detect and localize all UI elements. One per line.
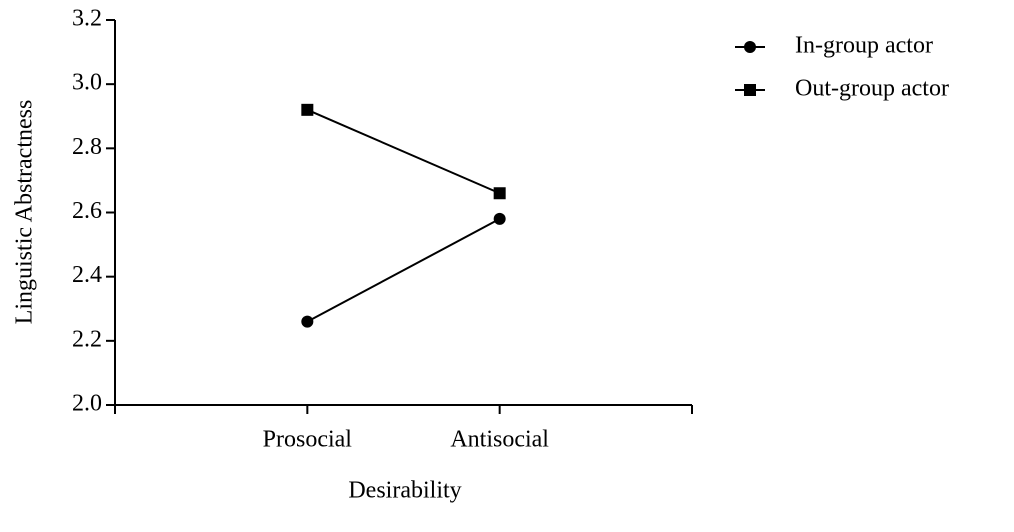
data-point xyxy=(301,103,314,116)
legend-label: Out-group actor xyxy=(795,76,949,102)
y-tick-label: 3.2 xyxy=(72,6,102,32)
legend-marker xyxy=(744,84,756,96)
y-tick-label: 2.2 xyxy=(72,326,102,352)
y-axis-label: Linguistic Abstractness xyxy=(12,100,38,325)
y-tick-label: 2.8 xyxy=(72,134,102,160)
y-tick-label: 2.6 xyxy=(72,198,102,224)
data-point xyxy=(493,187,506,200)
data-point xyxy=(301,315,314,328)
series-line xyxy=(306,108,501,195)
legend-marker xyxy=(744,41,756,53)
x-axis-label: Desirability xyxy=(348,478,461,504)
y-tick-label: 3.0 xyxy=(72,70,102,96)
x-tick-label: Prosocial xyxy=(263,427,353,453)
data-point xyxy=(493,212,506,225)
legend-label: In-group actor xyxy=(795,33,933,59)
x-tick-label: Antisocial xyxy=(450,427,549,453)
y-tick-label: 2.4 xyxy=(72,262,102,288)
y-tick-label: 2.0 xyxy=(72,391,102,417)
series-line xyxy=(306,218,501,323)
